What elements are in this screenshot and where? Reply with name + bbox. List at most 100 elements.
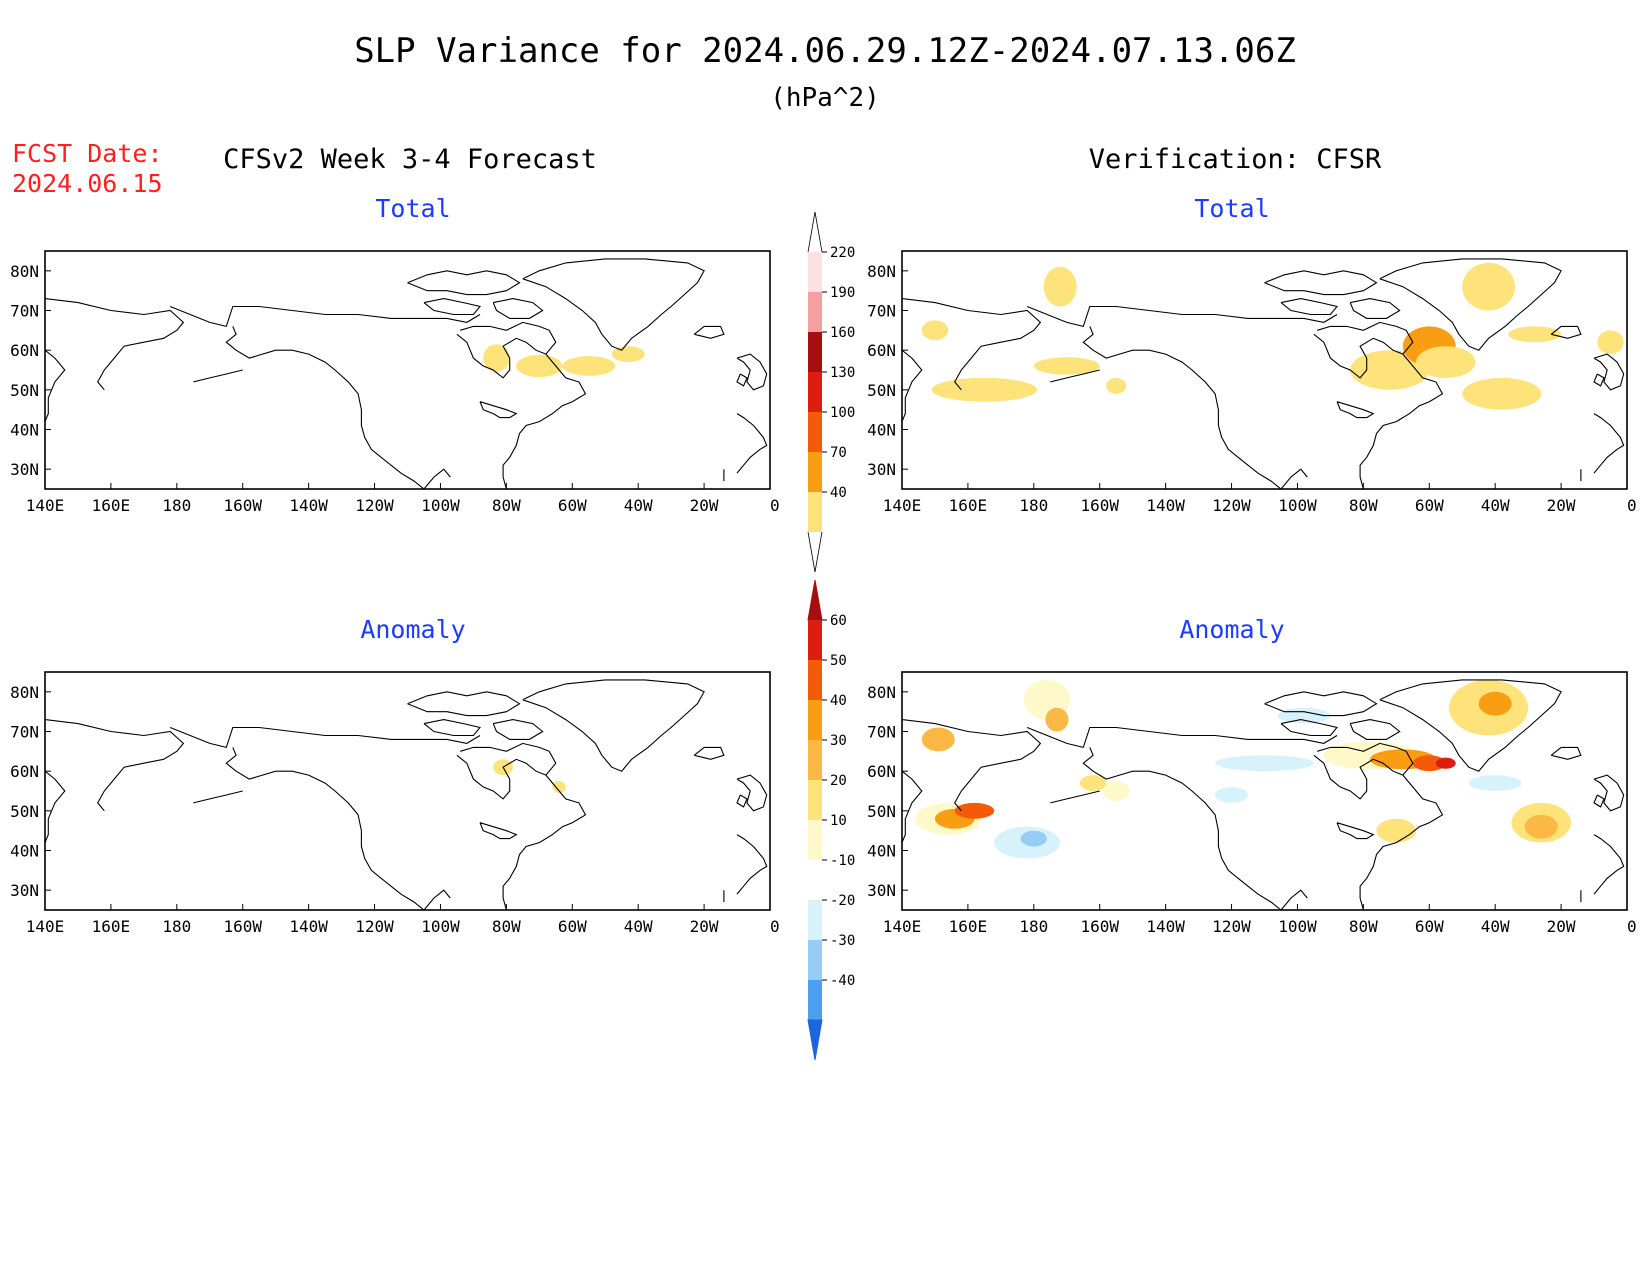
lon-tick-label: 20W [690, 496, 719, 515]
lon-tick-label: 160E [949, 917, 988, 936]
column-title-verification: Verification: CFSR [1089, 144, 1382, 175]
lon-tick-label: 100W [1278, 917, 1317, 936]
shaded-contour [1376, 818, 1417, 843]
shaded-contour [1412, 755, 1446, 772]
lon-tick-label: 180 [1019, 917, 1048, 936]
lat-tick-label: 40N [10, 842, 39, 861]
map-frame [901, 250, 1628, 490]
shaded-contour [1106, 378, 1127, 394]
lat-tick-label: 70N [867, 302, 896, 321]
colorbar-segment [808, 700, 822, 740]
lon-tick-label: 140W [289, 496, 328, 515]
colorbar-label: 100 [830, 405, 855, 421]
colorbar-segment [808, 252, 822, 292]
map-background [45, 672, 770, 910]
lon-tick-label: 160E [92, 496, 131, 515]
colorbar-segment [808, 740, 822, 780]
colorbar-segment [808, 452, 822, 492]
map-panel-fcst-anomaly: 140E 160E 180 160W 140W 120W 100W 80W 60W 40W 20W 0… [10, 671, 780, 936]
colorbar-segment [808, 780, 822, 820]
colorbar-label: 10 [830, 813, 847, 829]
lon-tick-label: 20W [690, 917, 719, 936]
lat-tick-label: 30N [10, 460, 39, 479]
fcst-date-label: FCST Date: [12, 139, 163, 168]
colorbar-label: 20 [830, 773, 847, 789]
lon-tick-label: 80W [1349, 496, 1378, 515]
lon-tick-label: 160W [1080, 917, 1119, 936]
lon-tick-label: 20W [1547, 496, 1576, 515]
lat-tick-label: 30N [867, 881, 896, 900]
lon-tick-label: 160W [1080, 496, 1119, 515]
map-background [902, 251, 1627, 489]
lat-tick-label: 50N [867, 802, 896, 821]
colorbar-segment [808, 292, 822, 332]
colorbar-label: -30 [830, 933, 855, 949]
colorbar-label: 60 [830, 613, 847, 629]
lon-tick-label: 140E [26, 917, 65, 936]
colorbar-label: 130 [830, 365, 855, 381]
lon-tick-label: 80W [492, 917, 521, 936]
lat-tick-label: 80N [10, 683, 39, 702]
lon-tick-label: 40W [1481, 917, 1510, 936]
colorbar-segment [808, 980, 822, 1020]
shaded-contour [562, 356, 616, 376]
panel-title-verif-anomaly: Anomaly [1179, 615, 1284, 644]
shaded-contour [1103, 781, 1130, 801]
panel-title-verif-total: Total [1194, 194, 1269, 223]
shaded-contour [921, 727, 955, 752]
colorbar-segment [807, 1019, 823, 1061]
shaded-contour [552, 781, 566, 793]
shaded-contour [1597, 330, 1624, 355]
colorbar-top-wedge [807, 211, 823, 253]
shaded-contour [1043, 266, 1077, 307]
lat-tick-label: 60N [10, 341, 39, 360]
colorbar-label: 30 [830, 733, 847, 749]
colorbar-bottom-wedge [807, 531, 823, 573]
colorbar-label: 190 [830, 285, 855, 301]
colorbar-segment [808, 820, 822, 860]
shaded-contour [1020, 830, 1047, 847]
shaded-contour [1468, 775, 1522, 791]
panel-title-fcst-anomaly: Anomaly [360, 615, 465, 644]
lat-tick-label: 60N [867, 341, 896, 360]
shaded-contour [1462, 262, 1515, 311]
lon-tick-label: 160W [223, 917, 262, 936]
colorbar-label: 70 [830, 445, 847, 461]
lon-tick-label: 140E [26, 496, 65, 515]
lon-tick-label: 160E [92, 917, 131, 936]
colorbar-total: 220 190 160 130 100 70 40 [807, 211, 855, 573]
coastline [902, 679, 1625, 910]
shaded-contour [1045, 707, 1069, 732]
lat-tick-label: 80N [867, 262, 896, 281]
fcst-date-value: 2024.06.15 [12, 169, 163, 198]
shaded-contour [1524, 814, 1558, 839]
lon-tick-label: 40W [624, 496, 653, 515]
lon-tick-label: 180 [162, 496, 191, 515]
lon-tick-label: 0 [1627, 496, 1637, 515]
lon-tick-label: 160W [223, 496, 262, 515]
shaded-contour [1215, 755, 1314, 772]
shaded-contour [931, 377, 1038, 402]
lon-tick-label: 60W [1415, 917, 1444, 936]
lon-tick-label: 120W [355, 496, 394, 515]
lon-tick-label: 0 [770, 496, 780, 515]
map-panel-fcst-total: 140E 160E 180 160W 140W 120W 100W 80W 60W 40W 20W 0… [10, 250, 780, 515]
colorbar-label: 50 [830, 653, 847, 669]
shaded-contour [1435, 757, 1456, 769]
shaded-contour [1215, 787, 1248, 803]
lon-tick-label: 180 [162, 917, 191, 936]
coastline [902, 258, 1625, 489]
colorbar-segment [808, 492, 822, 532]
colorbar-label: -10 [830, 853, 855, 869]
map-panel-verif-anomaly: 140E 160E 180 160W 140W 120W 100W 80W 60W 40W 20W 0… [867, 671, 1637, 936]
figure-title: SLP Variance for 2024.06.29.12Z-2024.07.… [354, 31, 1296, 71]
shaded-contour [1350, 350, 1430, 390]
map-frame [901, 671, 1628, 911]
shaded-contour [1508, 326, 1562, 343]
lat-tick-label: 70N [867, 723, 896, 742]
lon-tick-label: 120W [355, 917, 394, 936]
colorbar-label: 40 [830, 693, 847, 709]
map-panel-verif-total: 140E 160E 180 160W 140W 120W 100W 80W 60W 40W 20W 0… [867, 250, 1637, 515]
lat-tick-label: 30N [10, 881, 39, 900]
lon-tick-label: 160E [949, 496, 988, 515]
